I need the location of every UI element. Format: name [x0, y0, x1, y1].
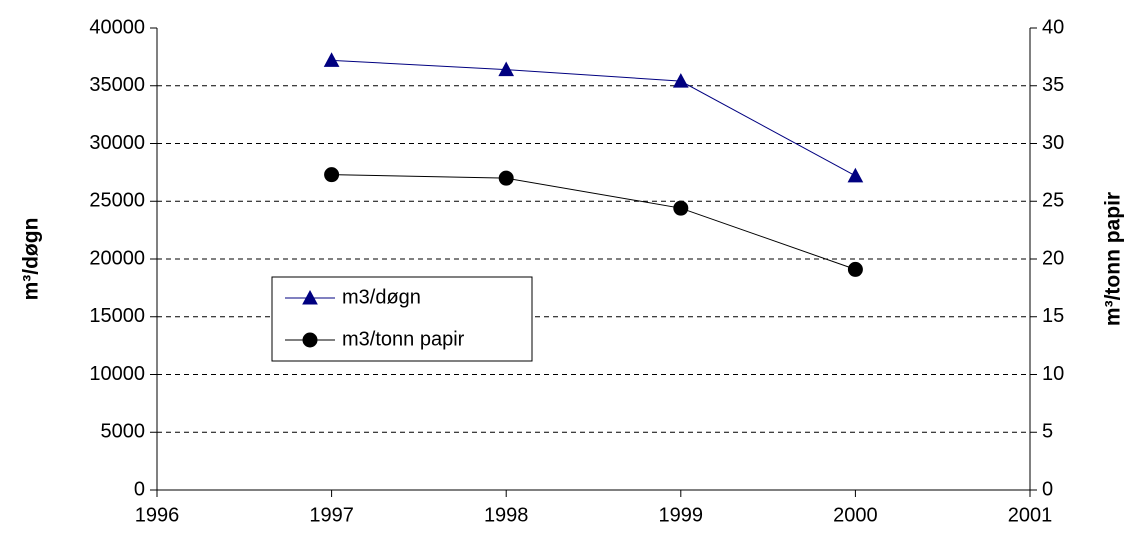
marker [672, 73, 689, 88]
y-tick-label: 20000 [89, 247, 145, 269]
y2-tick-label: 10 [1042, 363, 1064, 385]
marker [847, 167, 864, 183]
marker [302, 332, 318, 348]
y2-tick-label: 0 [1042, 478, 1053, 500]
x-tick-label: 1996 [135, 504, 180, 526]
y-axis-title: m³/døgn [20, 218, 43, 301]
y-tick-label: 10000 [89, 363, 145, 385]
y2-tick-label: 20 [1042, 247, 1064, 269]
series-line [331, 174, 856, 270]
y2-tick-label: 5 [1042, 421, 1053, 443]
x-tick-label: 2000 [833, 504, 878, 526]
marker [847, 261, 863, 277]
x-tick-label: 2001 [1008, 504, 1053, 526]
legend-label: m3/tonn papir [342, 328, 465, 350]
y2-tick-label: 30 [1042, 132, 1064, 154]
marker [498, 170, 514, 186]
y2-tick-label: 40 [1042, 16, 1064, 38]
legend-box [271, 276, 533, 362]
x-tick-label: 1997 [309, 504, 354, 526]
y-tick-label: 0 [134, 478, 145, 500]
marker [673, 200, 689, 216]
marker [324, 167, 340, 183]
y2-tick-label: 15 [1042, 305, 1064, 327]
marker [302, 289, 318, 305]
y-tick-label: 25000 [89, 190, 145, 212]
x-tick-label: 1999 [659, 504, 704, 526]
y-tick-label: 30000 [89, 132, 145, 154]
y2-tick-label: 25 [1042, 190, 1064, 212]
series-line [331, 59, 856, 177]
marker [498, 61, 515, 77]
y2-tick-label: 35 [1042, 74, 1064, 96]
legend: m3/døgn m3/tonn papir [271, 276, 533, 362]
y2-axis-title: m³/tonn papir [1102, 192, 1125, 326]
legend-label: m3/døgn [342, 286, 421, 308]
y-tick-label: 40000 [89, 16, 145, 38]
y-tick-label: 35000 [89, 74, 145, 96]
y-tick-label: 5000 [101, 421, 146, 443]
x-tick-label: 1998 [484, 504, 529, 526]
y-tick-label: 15000 [89, 305, 145, 327]
marker [323, 52, 340, 67]
